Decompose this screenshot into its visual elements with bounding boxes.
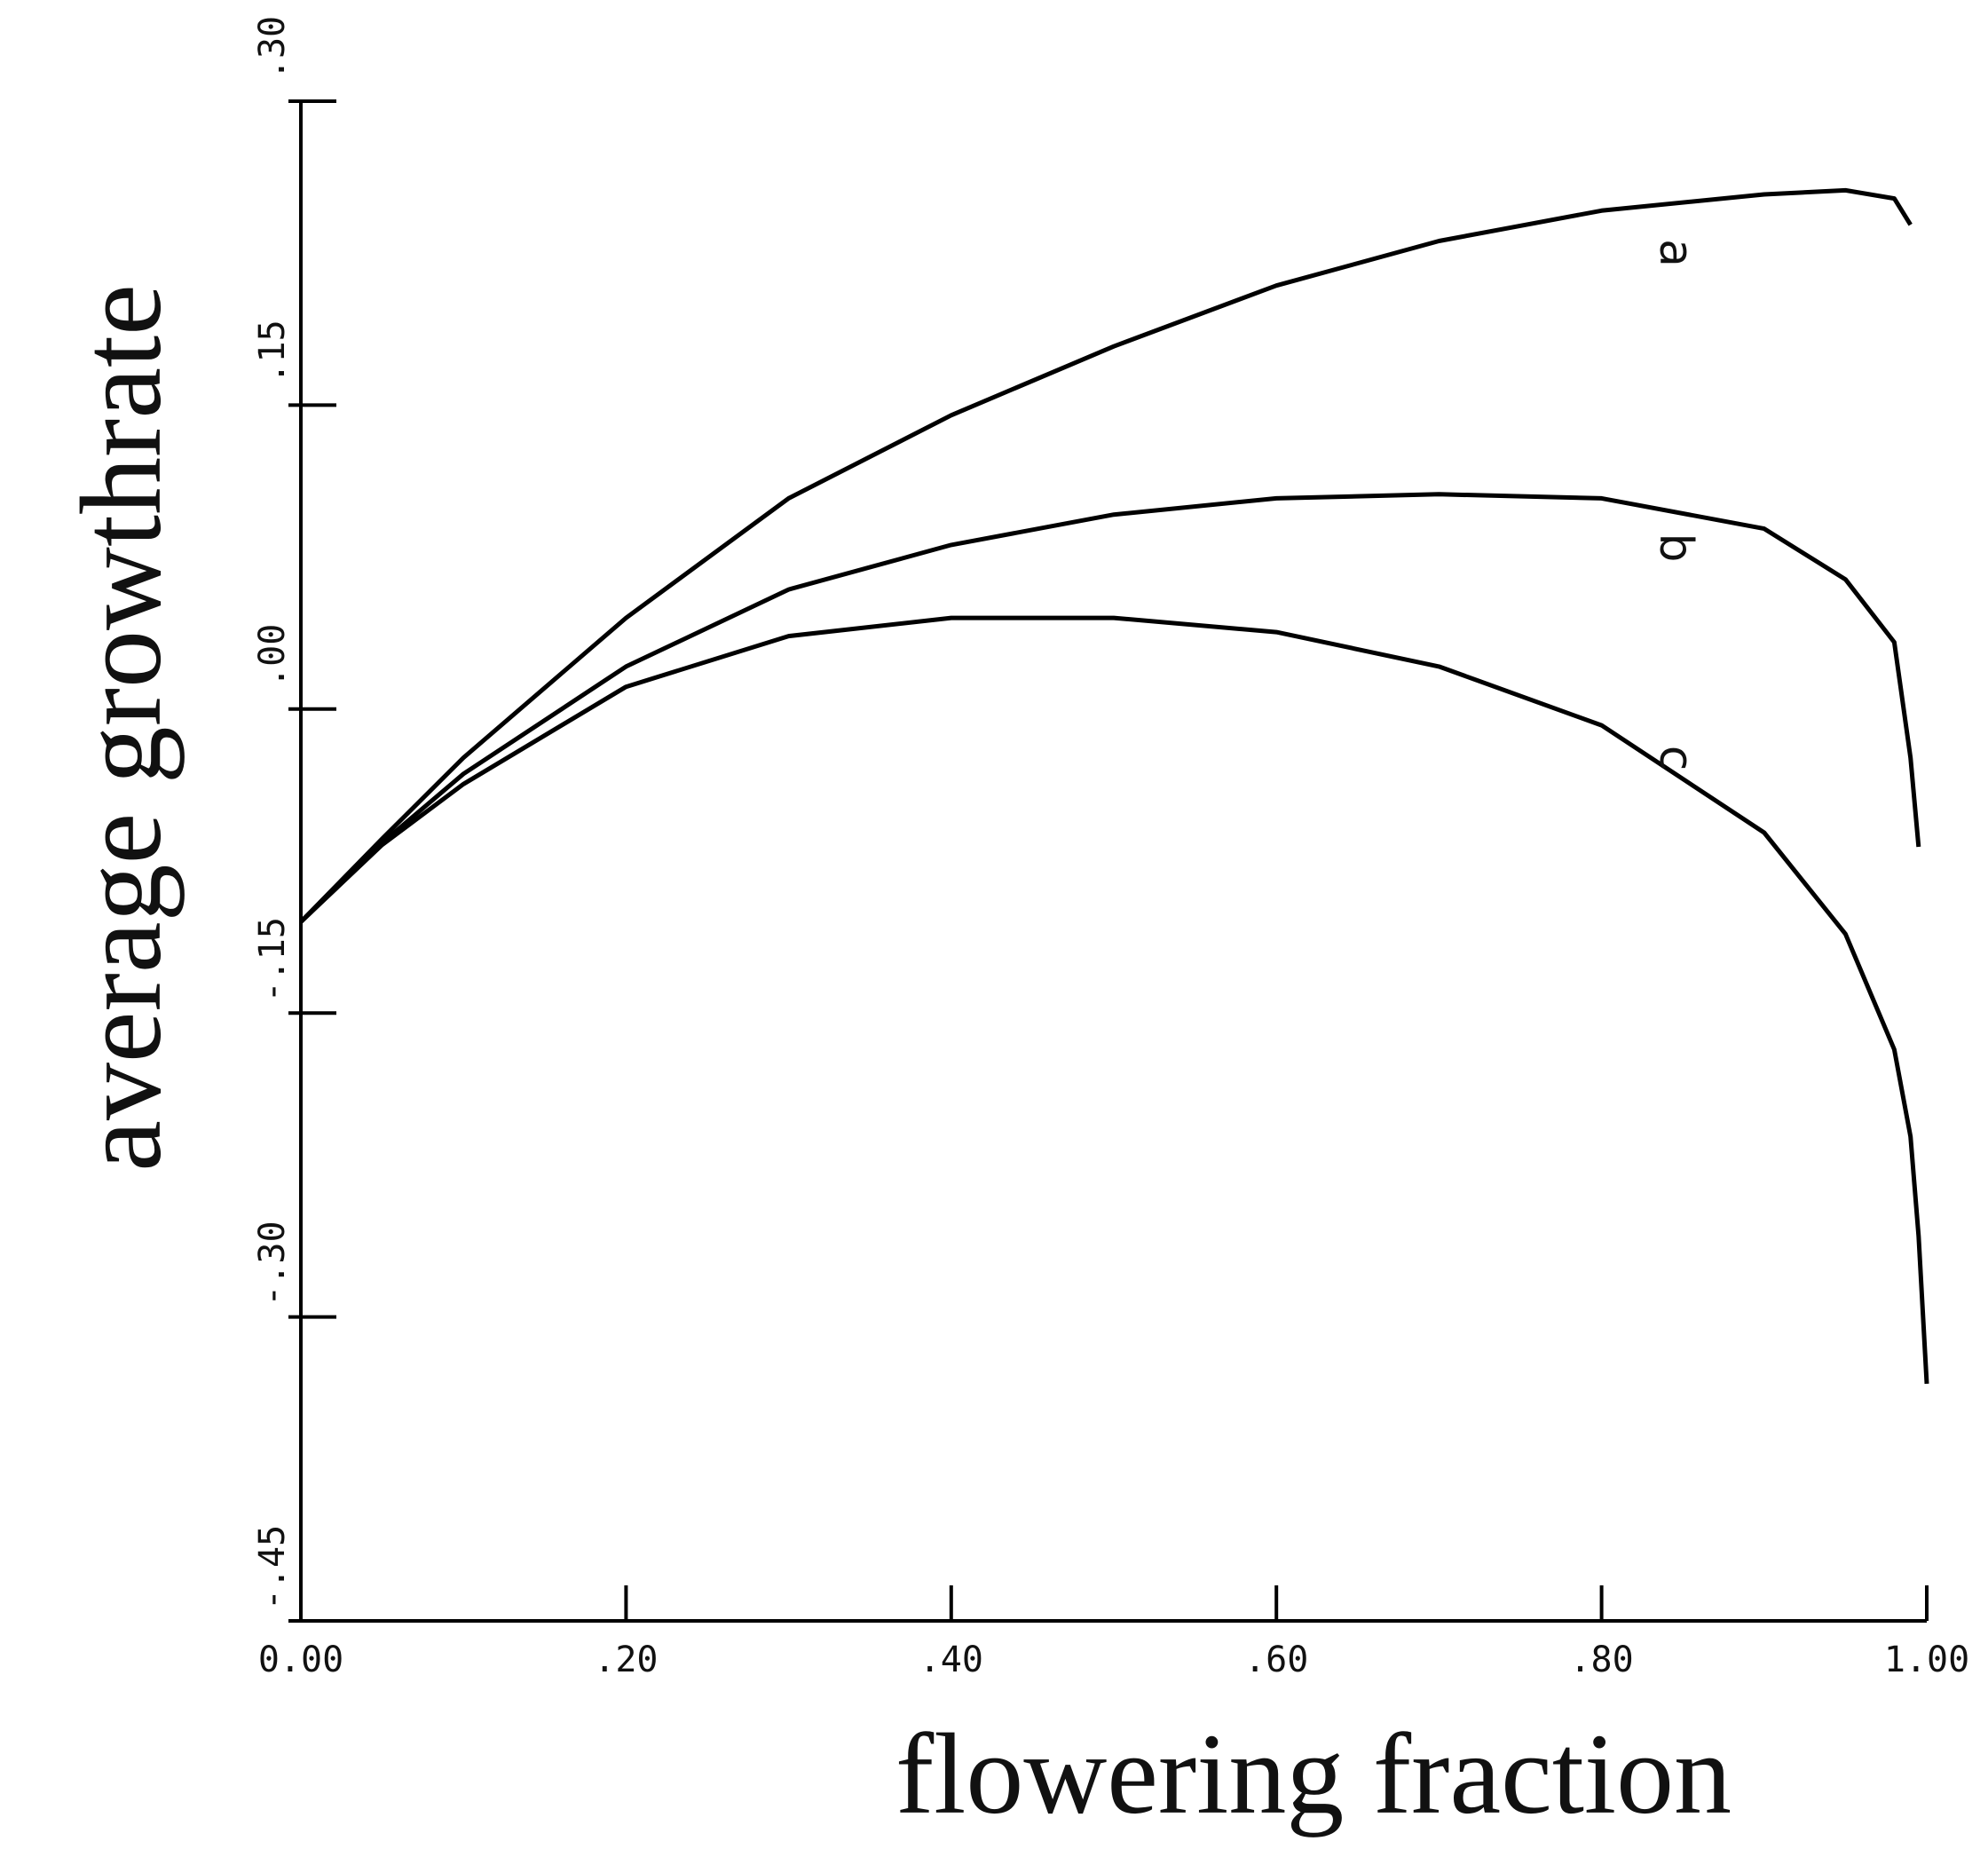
y-axis-title: average growthrate bbox=[58, 284, 185, 1172]
y-tick-label: -.30 bbox=[252, 1221, 293, 1306]
x-axis-title: flowering fraction bbox=[895, 1711, 1732, 1838]
x-tick-label: .80 bbox=[1569, 1640, 1633, 1680]
series-label: b bbox=[1649, 533, 1702, 562]
series-label: a bbox=[1649, 239, 1702, 267]
x-tick-label: .40 bbox=[919, 1640, 983, 1680]
x-tick-label: 0.00 bbox=[258, 1640, 343, 1680]
line-series bbox=[299, 492, 1921, 924]
line-series bbox=[299, 615, 1929, 1385]
y-tick-label: .30 bbox=[252, 16, 293, 80]
y-tick-label: -.45 bbox=[252, 1525, 293, 1610]
x-tick-label: 1.00 bbox=[1884, 1640, 1969, 1680]
x-tick-label: .20 bbox=[594, 1640, 658, 1680]
series-label: c bbox=[1649, 746, 1702, 771]
y-tick-label: .15 bbox=[252, 320, 293, 383]
y-tick-label: -.15 bbox=[252, 917, 293, 1002]
line-series bbox=[299, 187, 1913, 924]
x-tick-label: .60 bbox=[1244, 1640, 1308, 1680]
y-tick-label: .00 bbox=[252, 624, 293, 688]
